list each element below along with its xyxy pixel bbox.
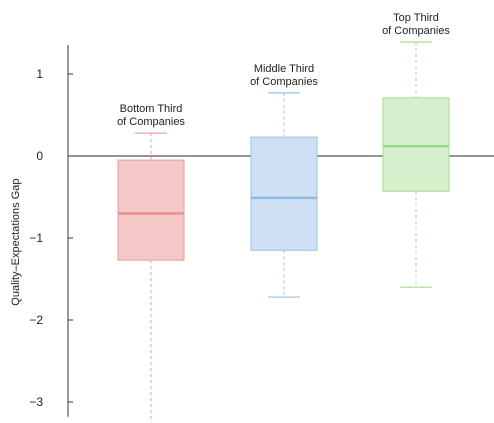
y-tick-label: 0 — [36, 149, 43, 163]
box-group — [250, 92, 318, 298]
group-label-line: Middle Third — [254, 63, 314, 75]
y-tick-label: −2 — [29, 313, 43, 327]
group-label-line: Bottom Third — [120, 103, 183, 115]
box-group — [117, 132, 185, 423]
group-label-line: of Companies — [250, 76, 318, 88]
y-tick-label: 1 — [36, 67, 43, 81]
group-label-line: Top Third — [393, 12, 439, 24]
y-axis-title: Quality–Expectations Gap — [10, 179, 22, 306]
group-label-line: of Companies — [382, 25, 450, 37]
group-label-line: of Companies — [117, 116, 185, 128]
y-tick-label: −1 — [29, 231, 43, 245]
box-iqr — [382, 97, 450, 192]
y-tick-label: −3 — [29, 395, 43, 409]
box-iqr — [250, 136, 318, 251]
box-layer — [117, 41, 450, 423]
box-iqr — [117, 159, 185, 261]
box-group — [382, 41, 450, 288]
